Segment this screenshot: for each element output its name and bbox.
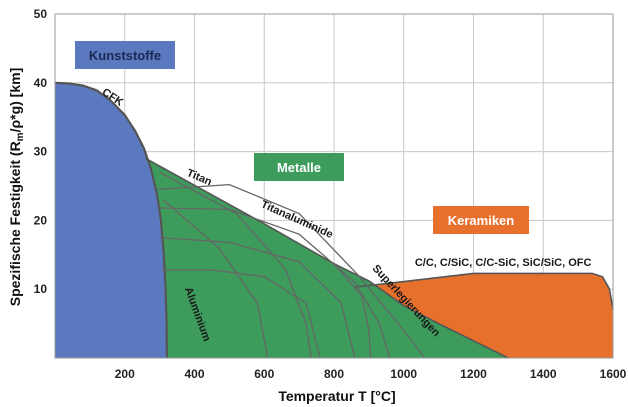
x-tick-label: 1600 bbox=[600, 367, 627, 381]
alloy-curve bbox=[333, 263, 372, 359]
y-tick-label: 10 bbox=[34, 282, 48, 296]
label-metalle: Metalle bbox=[277, 160, 321, 175]
x-tick-label: 1400 bbox=[530, 367, 557, 381]
curve-keramiken bbox=[354, 272, 614, 310]
alloy-curve bbox=[161, 269, 321, 359]
tick-labels: 200 400 600 800 1000 1200 1400 1600 10 20 30 40 50 bbox=[34, 7, 627, 381]
region-metalle bbox=[143, 148, 509, 358]
legend-box-metalle: Metalle bbox=[254, 153, 344, 181]
curve-metalle-envelope bbox=[145, 157, 509, 359]
alloy-curve bbox=[158, 207, 391, 359]
x-tick-label: 600 bbox=[254, 367, 274, 381]
y-axis-title: Spezifische Festigkeit (Rm/ρ*g) [km] bbox=[7, 68, 26, 307]
x-tick-label: 400 bbox=[184, 367, 204, 381]
y-tick-label: 30 bbox=[34, 145, 48, 159]
y-tick-label: 40 bbox=[34, 76, 48, 90]
plot-border bbox=[54, 13, 614, 359]
x-tick-label: 1200 bbox=[460, 367, 487, 381]
legend-box-kunststoffe: Kunststoffe bbox=[75, 41, 175, 69]
alloy-curve bbox=[162, 199, 269, 359]
y-tick-label: 20 bbox=[34, 213, 48, 227]
y-tick-label: 50 bbox=[34, 7, 48, 21]
x-axis-title: Temperatur T [°C] bbox=[278, 388, 395, 404]
regions bbox=[54, 81, 614, 359]
curve-label: C/C, C/SiC, C/C-SiC, SiC/SiC, OFC bbox=[415, 257, 592, 269]
plot-frame bbox=[54, 13, 614, 359]
x-tick-label: 200 bbox=[115, 367, 135, 381]
label-keramiken: Keramiken bbox=[448, 213, 515, 228]
alloy-curves bbox=[157, 171, 426, 359]
label-kunststoffe: Kunststoffe bbox=[89, 48, 161, 63]
alloy-curve bbox=[159, 171, 312, 359]
region-kunststoffe bbox=[55, 82, 167, 359]
x-tick-label: 800 bbox=[324, 367, 344, 381]
curve-cfk bbox=[54, 81, 168, 359]
alloy-curve bbox=[157, 183, 426, 359]
alloy-curve bbox=[159, 236, 356, 359]
x-tick-label: 1000 bbox=[390, 367, 417, 381]
legend-box-keramiken: Keramiken bbox=[433, 206, 529, 234]
